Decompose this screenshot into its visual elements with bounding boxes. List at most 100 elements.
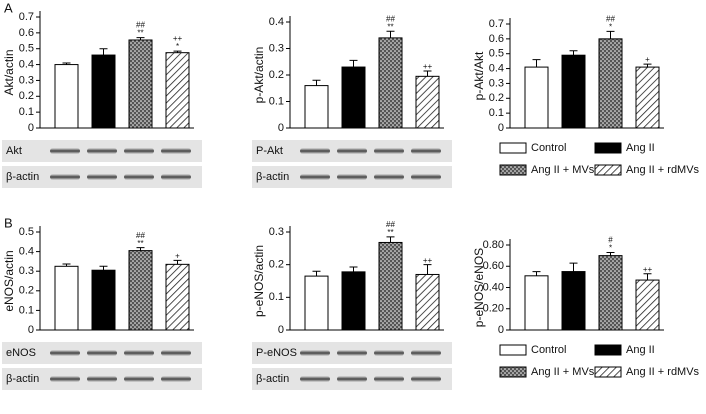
y-tick-label: 0.20 bbox=[483, 303, 504, 315]
y-tick-label: 0.1 bbox=[269, 291, 284, 303]
blot-band bbox=[411, 376, 441, 382]
y-tick-label: 0 bbox=[278, 324, 284, 336]
bar bbox=[165, 52, 190, 129]
blot-band bbox=[300, 174, 330, 180]
y-tick-label: 0.1 bbox=[489, 107, 504, 119]
significance-mark: ** bbox=[137, 29, 143, 38]
y-tick-label: 0.2 bbox=[19, 90, 34, 102]
error-bar bbox=[643, 63, 652, 68]
error-bar bbox=[532, 59, 541, 68]
bar bbox=[91, 269, 116, 331]
y-axis-label: p-eNOS/actin bbox=[252, 245, 266, 317]
error-bar bbox=[606, 251, 615, 256]
legend-label: Ang II + MVs bbox=[531, 366, 595, 378]
blot-label: Akt bbox=[6, 145, 22, 157]
error-bar bbox=[386, 30, 395, 38]
error-bar bbox=[173, 50, 182, 53]
bar bbox=[378, 241, 403, 331]
y-tick-label: 0.7 bbox=[489, 18, 504, 30]
error-bar bbox=[312, 270, 321, 277]
y-tick-label: 0.2 bbox=[19, 285, 34, 297]
y-tick-label: 0.80 bbox=[483, 239, 504, 251]
y-tick-label: 0.1 bbox=[19, 304, 34, 316]
legend-label: Control bbox=[531, 142, 566, 154]
y-tick-label: 0.2 bbox=[269, 259, 284, 271]
blot-band bbox=[124, 376, 154, 382]
blot-band bbox=[161, 174, 191, 180]
blot-label: eNOS bbox=[6, 347, 36, 359]
significance-mark: * bbox=[176, 42, 179, 51]
y-tick-label: 0.4 bbox=[19, 246, 34, 258]
bar bbox=[54, 265, 79, 331]
bar bbox=[128, 250, 153, 331]
y-tick-label: 0.5 bbox=[19, 226, 34, 238]
y-axis-label: p-Akt/Akt bbox=[472, 51, 486, 100]
y-tick-label: 0.4 bbox=[19, 58, 34, 70]
bar bbox=[415, 273, 440, 331]
blot-band bbox=[337, 174, 367, 180]
significance-mark: ++ bbox=[643, 265, 653, 274]
blot-band bbox=[87, 376, 117, 382]
blot-band bbox=[411, 148, 441, 154]
error-bar bbox=[569, 50, 578, 56]
blot-band bbox=[124, 350, 154, 356]
error-bar bbox=[606, 30, 615, 39]
y-tick-label: 0 bbox=[28, 122, 34, 134]
significance-mark: ## bbox=[136, 231, 145, 240]
significance-mark: * bbox=[609, 23, 612, 32]
bar bbox=[304, 85, 329, 129]
legend-label: Control bbox=[531, 344, 566, 356]
y-tick-label: 0.5 bbox=[489, 48, 504, 60]
error-bar bbox=[62, 263, 71, 267]
blot-band bbox=[87, 148, 117, 154]
error-bar bbox=[312, 79, 321, 86]
bar bbox=[165, 263, 190, 331]
y-tick-label: 0 bbox=[498, 122, 504, 134]
bar bbox=[524, 66, 549, 129]
blot-band bbox=[161, 376, 191, 382]
y-axis-label: eNOS/actin bbox=[2, 250, 16, 311]
significance-mark: ++ bbox=[423, 256, 433, 265]
legend-swatch bbox=[594, 142, 622, 154]
error-bar bbox=[569, 262, 578, 272]
error-bar bbox=[99, 265, 108, 271]
blot-label: β-actin bbox=[256, 373, 289, 385]
bar bbox=[341, 271, 366, 331]
y-tick-label: 0.3 bbox=[489, 77, 504, 89]
bar bbox=[561, 54, 586, 129]
legend-label: Ang II + rdMVs bbox=[626, 164, 700, 176]
blot-band bbox=[50, 376, 80, 382]
legend-swatch bbox=[499, 164, 527, 176]
y-tick-label: 0.40 bbox=[483, 281, 504, 293]
bar bbox=[54, 64, 79, 129]
significance-mark: ## bbox=[386, 220, 395, 229]
significance-mark: ++ bbox=[423, 62, 433, 71]
bar bbox=[561, 271, 586, 331]
legend-swatch bbox=[594, 344, 622, 356]
blot-band bbox=[50, 174, 80, 180]
y-tick-label: 0.3 bbox=[269, 42, 284, 54]
legend-swatch bbox=[594, 366, 622, 378]
y-tick-label: 0.3 bbox=[19, 74, 34, 86]
blot-band bbox=[337, 376, 367, 382]
error-bar bbox=[99, 48, 108, 56]
y-tick-label: 0 bbox=[28, 324, 34, 336]
significance-mark: ** bbox=[387, 22, 393, 31]
significance-mark: ++ bbox=[173, 34, 183, 43]
blot-band bbox=[374, 174, 404, 180]
blot-band bbox=[161, 148, 191, 154]
y-tick-label: 0.3 bbox=[269, 226, 284, 238]
blot-band bbox=[337, 148, 367, 154]
y-tick-label: 0.4 bbox=[269, 16, 284, 28]
significance-mark: # bbox=[608, 236, 613, 245]
legend-swatch bbox=[499, 344, 527, 356]
bar bbox=[598, 38, 623, 129]
error-bar bbox=[349, 59, 358, 68]
legend-swatch bbox=[499, 142, 527, 154]
bar bbox=[128, 39, 153, 129]
y-tick-label: 0.6 bbox=[489, 33, 504, 45]
blot-band bbox=[124, 174, 154, 180]
error-bar bbox=[136, 247, 145, 251]
blot-band bbox=[300, 376, 330, 382]
